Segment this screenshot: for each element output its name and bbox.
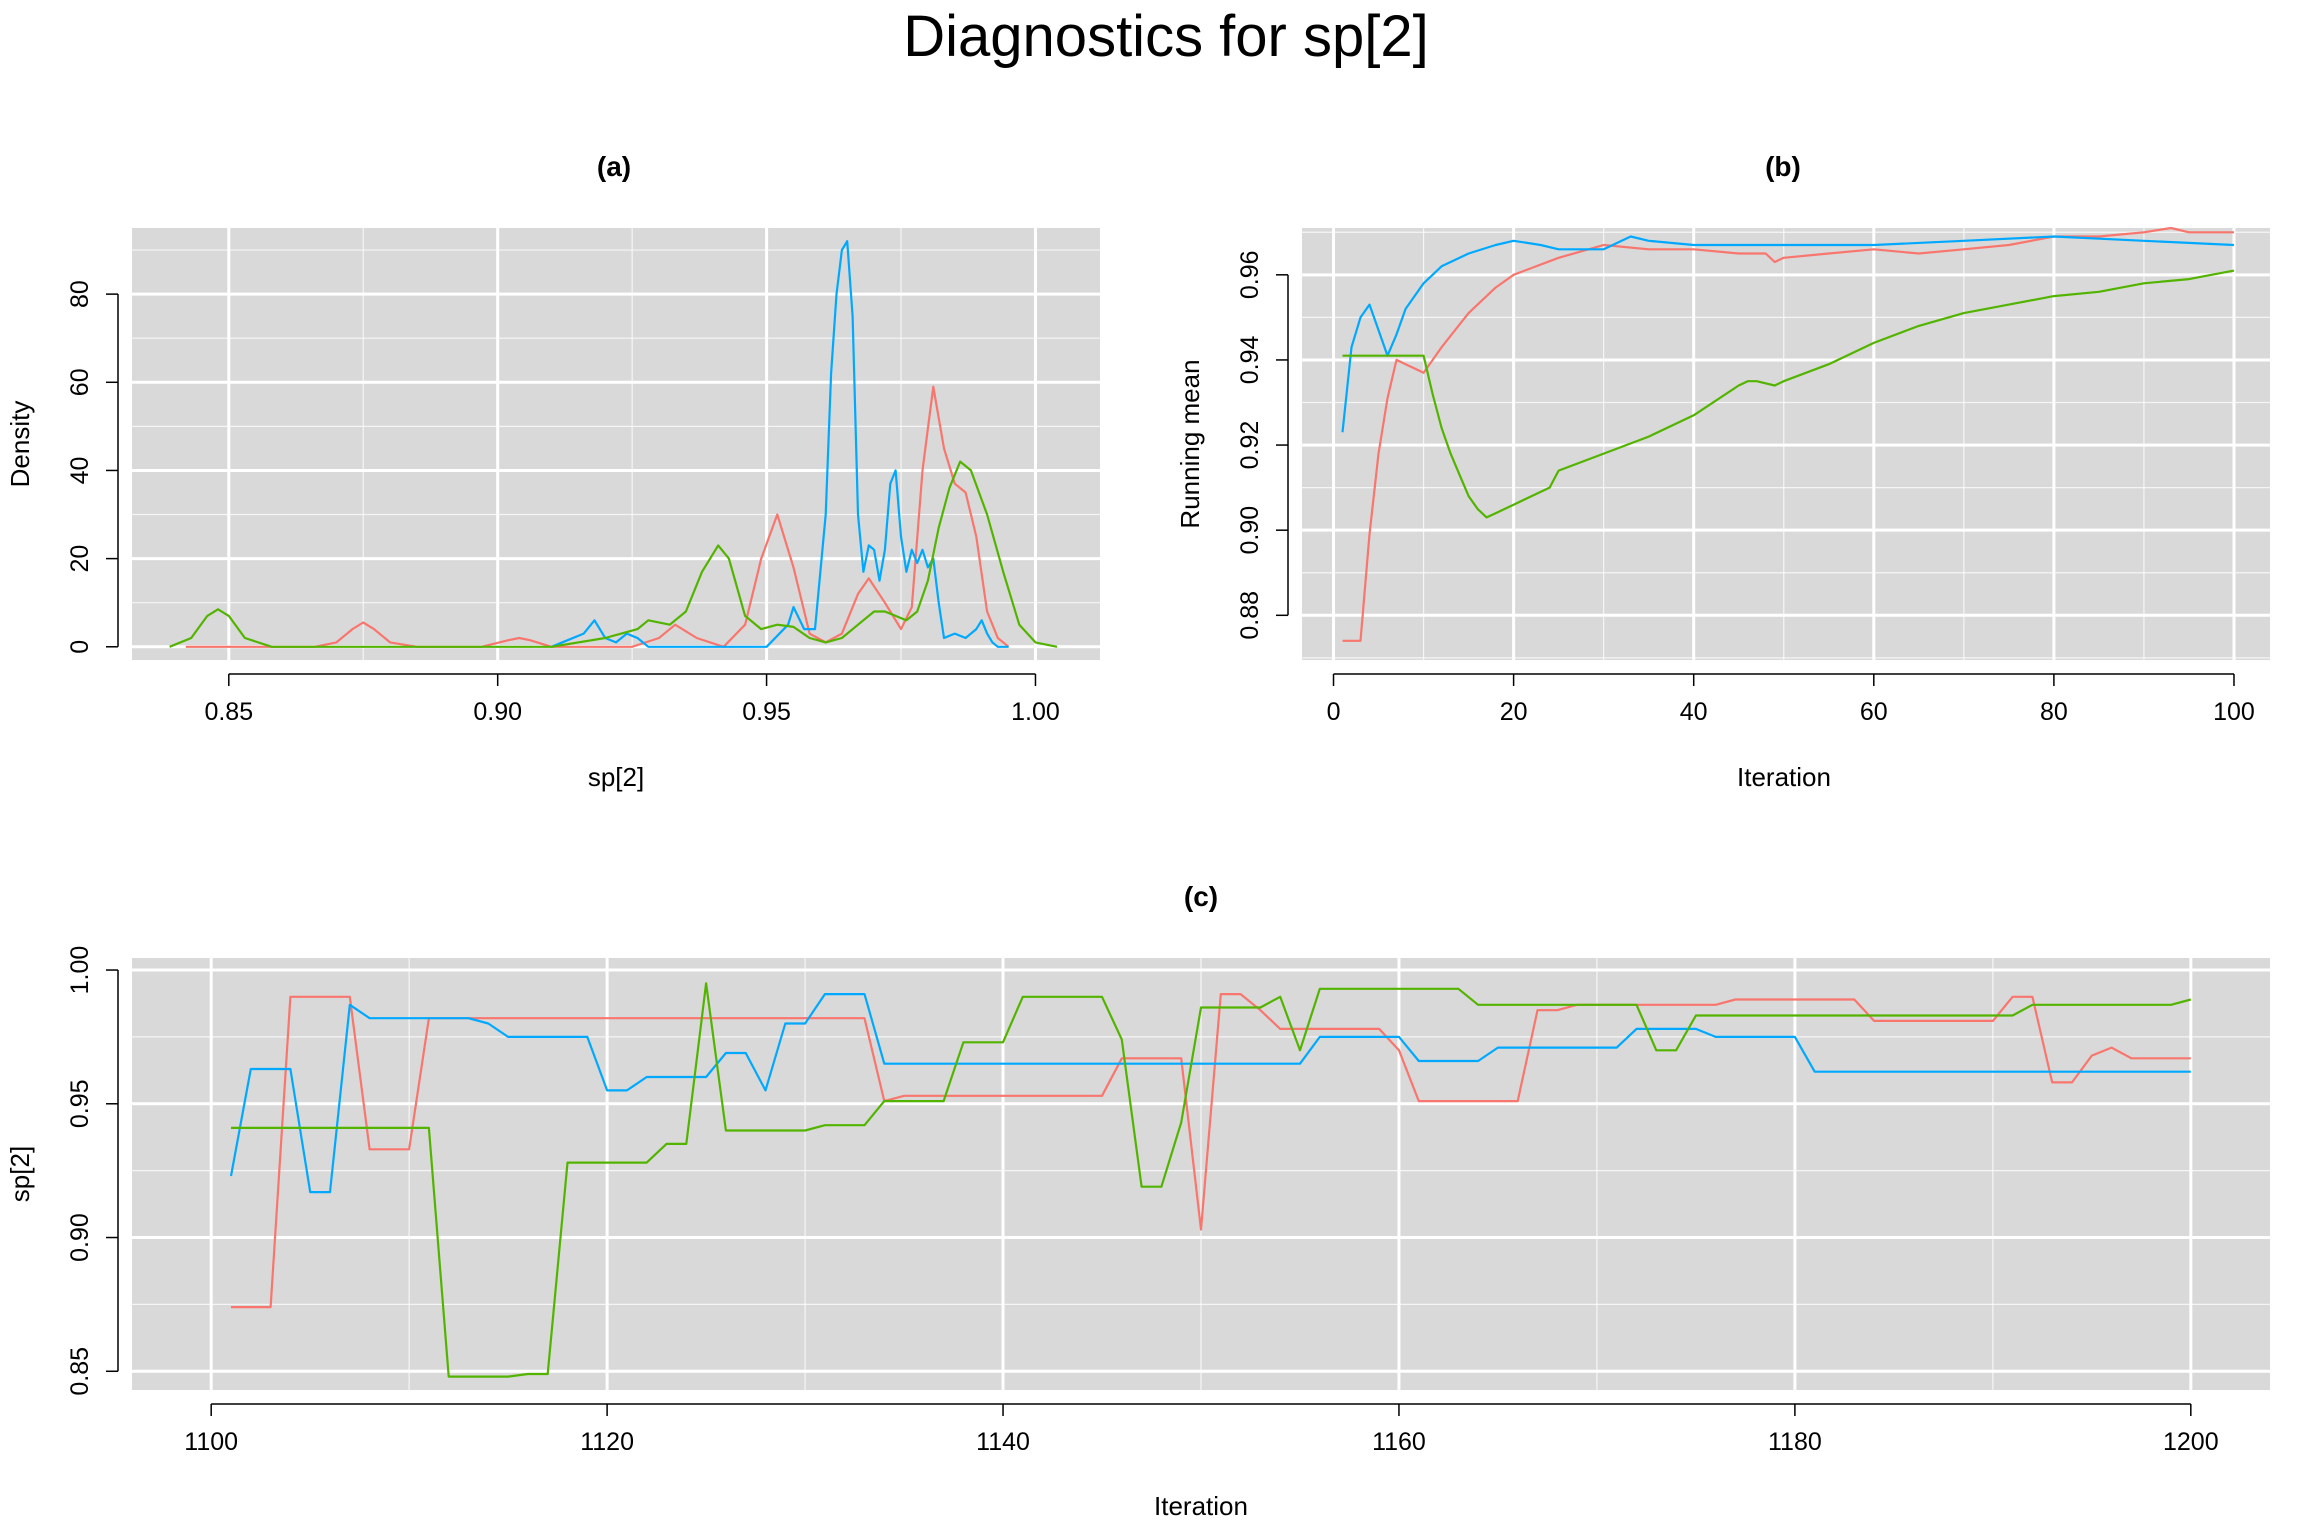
x-tick-label: 0.85 [204,698,253,726]
x-tick-label: 1100 [184,1428,238,1456]
panel-c-title: (c) [1184,881,1218,912]
panel-b-xlabel: Iteration [1737,762,1831,792]
x-tick-label: 1180 [1768,1428,1822,1456]
x-tick-label: 20 [1500,698,1528,726]
panel-b-axes: 0 20 40 60 80 100 0.88 0.90 0.92 0.94 0.96 [1236,250,2255,726]
y-tick-label: 0.94 [1236,336,1264,385]
series-line-chain-3 [1342,269,2235,519]
y-tick-label: 0.90 [1236,506,1264,555]
panel-a-plot-area [132,228,1100,660]
x-tick-label: 1.00 [1011,698,1060,726]
panel-c-ylabel: sp[2] [5,1146,35,1202]
figure-title: Diagnostics for sp[2] [903,4,1428,69]
panel-a-series [169,240,1058,648]
panel-a-ylabel: Density [5,401,35,488]
panel-b-title: (b) [1765,151,1801,182]
series-line-chain-1 [231,992,2191,1309]
panel-b-series [1341,226,2235,642]
x-tick-label: 1160 [1372,1428,1426,1456]
x-tick-label: 40 [1680,698,1708,726]
panel-c-trace: (c) 1100 1120 1140 1160 1180 1200 0.85 0.90 0.95… [5,881,2270,1521]
panel-c-xlabel: Iteration [1154,1491,1248,1521]
panel-a-axes: 0.85 0.90 0.95 1.00 0 20 40 60 80 [66,280,1060,726]
y-tick-label: 20 [66,545,94,573]
x-tick-label: 100 [2213,698,2255,726]
x-tick-label: 80 [2040,698,2068,726]
x-tick-label: 1200 [2163,1428,2219,1456]
x-tick-label: 1140 [976,1428,1030,1456]
panel-b-running-mean: (b) 0 20 40 60 80 100 0.88 0.90 0.92 0.94 0.96 Ite… [1175,151,2270,792]
series-line-chain-1 [185,385,1010,648]
panel-c-series [229,982,2192,1378]
y-tick-label: 0.96 [1236,250,1264,299]
y-tick-label: 0.95 [66,1079,94,1128]
series-line-chain-2 [229,992,2191,1194]
panel-a-grid [132,228,1100,660]
x-tick-label: 0.95 [742,698,791,726]
y-tick-label: 0 [66,640,94,654]
y-tick-label: 0.90 [66,1213,94,1262]
x-tick-label: 0.90 [473,698,522,726]
y-tick-label: 0.88 [1236,591,1264,640]
y-tick-label: 80 [66,280,94,308]
panel-b-grid [1302,228,2270,660]
series-line-chain-2 [1341,235,2235,433]
series-line-chain-3 [231,982,2192,1378]
x-tick-label: 1120 [580,1428,634,1456]
y-tick-label: 0.85 [66,1347,94,1396]
x-tick-label: 0 [1327,698,1341,726]
x-tick-label: 60 [1860,698,1888,726]
panel-c-axes: 1100 1120 1140 1160 1180 1200 0.85 0.90 0.95 1.00 [66,946,2219,1456]
y-tick-label: 1.00 [66,946,94,995]
panel-c-grid [132,958,2270,1390]
y-tick-label: 40 [66,457,94,485]
y-tick-label: 60 [66,368,94,396]
panel-a-title: (a) [597,151,631,182]
panel-a-density: (a) 0.85 0.90 0.95 1.00 0 20 40 60 80 sp[2] Dens… [5,151,1100,792]
series-line-chain-2 [551,240,1009,648]
series-line-chain-3 [169,460,1058,648]
panel-b-ylabel: Running mean [1175,359,1205,528]
series-line-chain-1 [1342,226,2234,642]
y-tick-label: 0.92 [1236,421,1264,470]
panel-a-xlabel: sp[2] [588,762,644,792]
